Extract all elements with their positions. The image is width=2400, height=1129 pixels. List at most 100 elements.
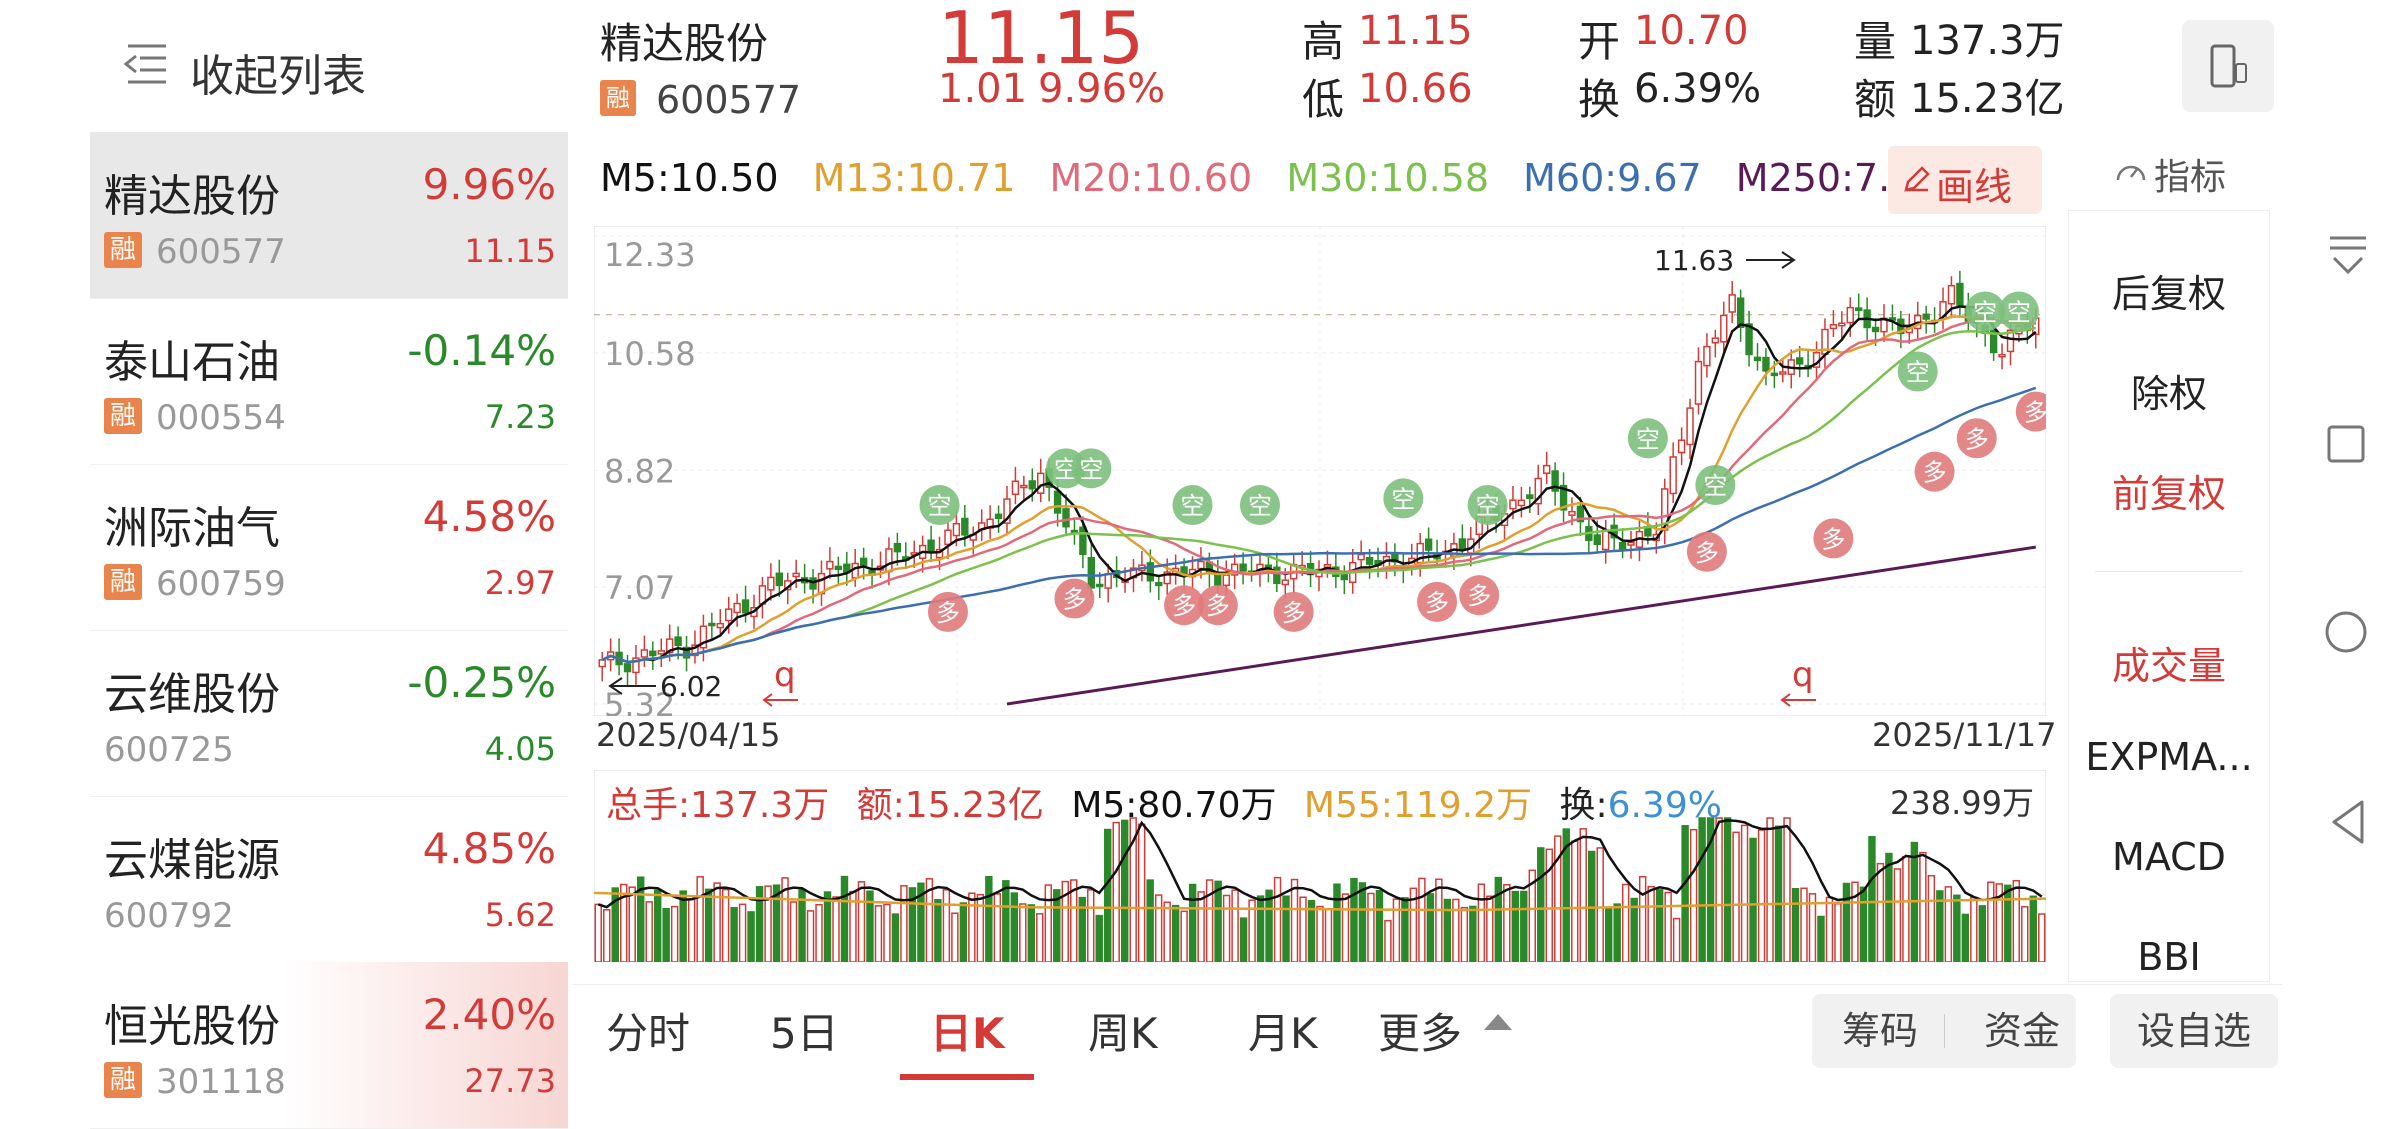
ma60-label: M60:9.67 [1523,156,1702,200]
candle-body [649,650,657,657]
candle-body [674,636,682,647]
adjustment-option[interactable]: MACD [2112,835,2226,879]
short-marker-label: 空 [1703,472,1727,500]
adjustment-option[interactable]: 后复权 [2111,272,2226,316]
short-marker [1172,485,1213,526]
adjustment-option[interactable]: BBI [2137,935,2201,979]
adjustment-option[interactable]: 除权 [2130,372,2207,416]
volume-bar [747,911,755,962]
volume-bar [1825,896,1834,962]
volume-bar [1562,828,1570,962]
candle-body [1593,534,1601,546]
back-icon[interactable] [2328,798,2368,846]
high-mark-arrow [1746,251,1796,269]
candle-body [733,602,741,614]
tab-5[interactable]: 更多 [1378,1009,1463,1058]
volume-bar [1672,917,1681,962]
stock-list-item[interactable]: 恒光股份 2.40% 融 301118 27.73 [90,962,568,1129]
candle-body [1340,572,1348,581]
volume-bar [721,888,730,962]
open-label: 开 [1578,17,1621,66]
volume-chart[interactable] [594,770,2046,962]
candle-body [1694,360,1703,405]
volume-bar [840,875,849,962]
device-switch-button[interactable] [2182,20,2274,112]
long-marker [1197,585,1238,626]
stock-list-price: 7.23 [484,398,556,436]
kline-chart[interactable]: 12.3310.588.827.075.32空空 空空空空空空空空空 空多多多多多多… [594,226,2046,716]
candle-body [1922,313,1930,320]
volume-bar [1341,893,1350,962]
draw-line-button[interactable]: 画线 [1888,146,2042,214]
volume-bar [1375,889,1384,962]
adjustment-option[interactable]: 成交量 [2111,644,2226,688]
volume-bar [942,889,951,962]
home-icon[interactable] [2324,610,2368,654]
volume-bar [645,901,653,962]
volume-bar [1621,883,1630,962]
tab-4[interactable]: 月K [1248,1009,1318,1058]
candle-body [741,599,750,614]
volume-bar [1426,893,1435,962]
long-marker [1956,418,1997,459]
rong-badge: 融 [104,1062,142,1098]
tab-1[interactable]: 5日 [770,1009,839,1058]
stock-list-item[interactable]: 泰山石油 -0.14% 融 000554 7.23 [90,298,568,465]
candle-body [1534,477,1542,505]
volume-bar [1103,828,1112,962]
add-watchlist-button[interactable]: 设自选 [2110,994,2278,1068]
adjustment-option[interactable]: EXPMA... [2085,735,2253,779]
candle-body [665,638,674,654]
candle-body [1871,326,1880,333]
candle-body [1762,356,1770,372]
long-marker-label: 多 [1695,539,1719,567]
stock-list-item[interactable]: 云维股份 -0.25% 600725 4.05 [90,630,568,797]
start-date: 2025/04/15 [596,716,781,754]
tab-0[interactable]: 分时 [606,1009,691,1058]
candle-body [1736,297,1745,328]
volume-bar [1885,852,1893,962]
chouma-button[interactable]: 筹码 [1842,1009,1919,1053]
collapse-list-button[interactable]: 收起列表 [90,0,568,130]
volume-bar [1596,847,1604,962]
candle-body [1273,566,1281,585]
stock-list-item[interactable]: 精达股份 9.96% 融 600577 11.15 [90,132,568,299]
candle-body [792,572,800,578]
volume-bar [1545,848,1553,962]
volume-bar [2038,913,2046,962]
q-marker-arrow [1780,693,1816,707]
candle-body [699,625,708,649]
turnover-label: 换 [1578,75,1621,124]
stock-list-item[interactable]: 云煤能源 4.85% 600792 5.62 [90,796,568,963]
collapse-list-icon [123,44,166,84]
volume-bar [1740,824,1749,962]
stock-list-code: 600759 [156,564,286,604]
volume-bar [1214,880,1222,962]
zijin-button[interactable]: 资金 [1984,1009,2061,1053]
candle-body [1703,345,1711,367]
volume-bar [1749,837,1757,962]
price-change: 1.01 [938,66,1028,112]
volume-bar [1002,880,1010,962]
volume-bar [1503,883,1511,962]
volume-bar [713,882,721,962]
volume-bar [1367,892,1375,962]
tab-2[interactable]: 日K [930,1009,1005,1058]
high-mark-label: 11.63 [1654,244,1734,277]
candle-body [826,560,834,570]
candle-body [1998,353,2006,358]
candle-body [994,513,1003,519]
stock-list-price: 27.73 [464,1062,556,1100]
stock-list-item[interactable]: 洲际油气 4.58% 融 600759 2.97 [90,464,568,631]
adjustment-option[interactable]: 前复权 [2111,472,2226,516]
tab-3[interactable]: 周K [1088,1009,1158,1058]
recent-apps-icon[interactable] [2326,424,2366,464]
volume-bar [1808,893,1817,962]
volume-bar [1757,829,1766,962]
indicator-button[interactable]: 指标 [2114,148,2244,198]
volume-bar [1970,896,1978,962]
volume-bar [1528,869,1537,962]
dropdown-menu-icon[interactable] [2326,232,2370,280]
candle-body [1846,306,1854,324]
candle-body [1087,556,1096,589]
